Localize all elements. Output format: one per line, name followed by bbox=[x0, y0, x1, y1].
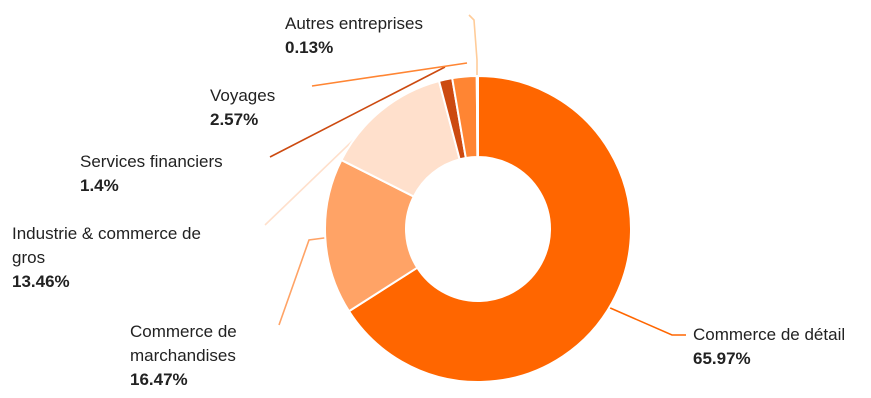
slice-label-5-line-0: Autres entreprises bbox=[285, 14, 423, 33]
slice-label-3-line-0: Services financiers bbox=[80, 152, 223, 171]
slice-label-1: Commerce de marchandises 16.47% bbox=[130, 320, 237, 392]
slice-percent-2: 13.46% bbox=[12, 272, 70, 291]
slice-5 bbox=[475, 74, 479, 159]
slice-percent-4: 2.57% bbox=[210, 110, 259, 129]
leader-line-0 bbox=[591, 299, 686, 336]
slice-label-0-line-0: Commerce de détail bbox=[693, 325, 846, 344]
slice-0 bbox=[347, 74, 632, 383]
leader-line-4 bbox=[311, 62, 468, 87]
slice-label-3: Services financiers 1.4% bbox=[80, 150, 223, 198]
slice-percent-1: 16.47% bbox=[130, 370, 188, 389]
slice-label-4-line-0: Voyages bbox=[210, 86, 276, 105]
leader-lines bbox=[264, 14, 686, 336]
slice-label-2: Industrie & commerce de gros 13.46% bbox=[12, 222, 201, 294]
slice-percent-3: 1.4% bbox=[80, 176, 119, 195]
slice-label-5: Autres entreprises 0.13% bbox=[285, 12, 423, 60]
slice-percent-0: 65.97% bbox=[693, 349, 751, 368]
slice-1 bbox=[324, 158, 419, 313]
slice-label-2-line-0: Industrie & commerce de bbox=[12, 224, 201, 243]
slice-label-1-line-0: Commerce de bbox=[130, 322, 237, 341]
slice-label-1-line-1: marchandises bbox=[130, 346, 236, 365]
leader-line-5 bbox=[468, 14, 478, 80]
donut-slices bbox=[324, 74, 632, 383]
slice-label-2-line-1: gros bbox=[12, 248, 46, 267]
slice-label-0: Commerce de détail 65.97% bbox=[693, 323, 845, 371]
leader-line-3 bbox=[269, 66, 446, 158]
slice-label-4: Voyages 2.57% bbox=[210, 84, 275, 132]
slice-percent-5: 0.13% bbox=[285, 38, 334, 57]
